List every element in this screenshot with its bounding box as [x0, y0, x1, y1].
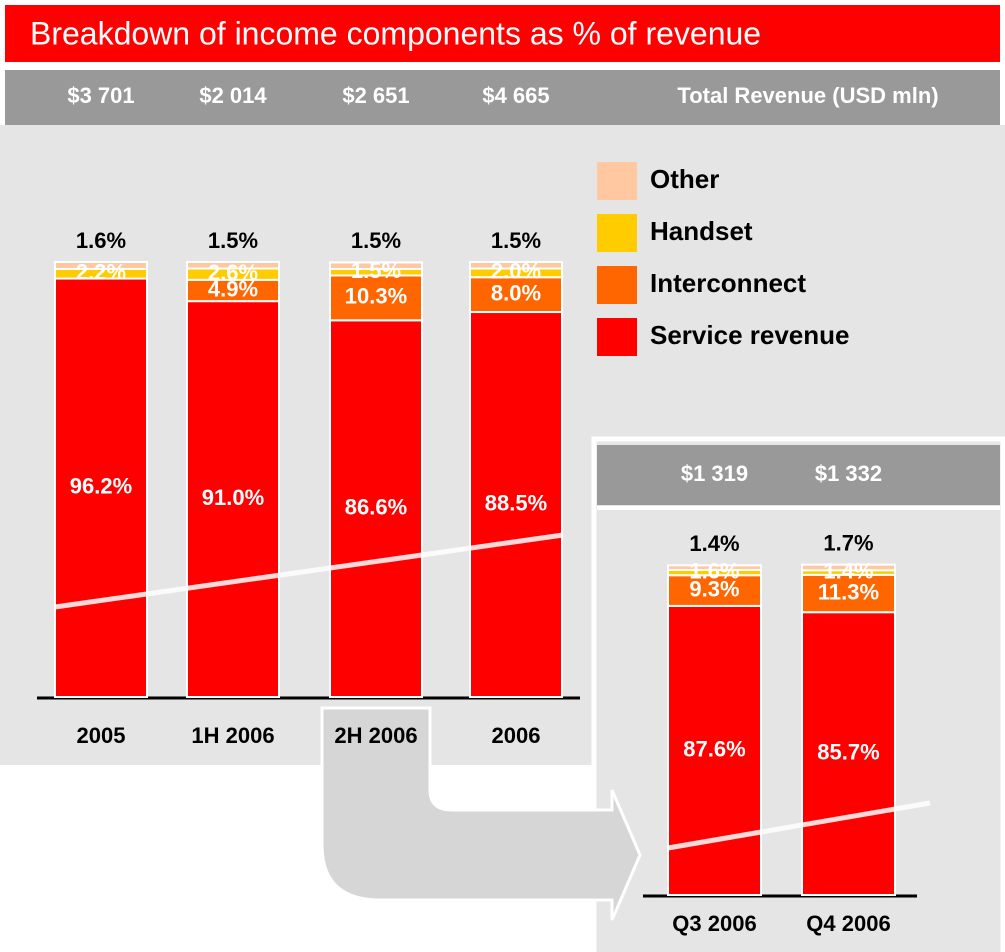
x-tick-label: 1H 2006: [191, 723, 274, 748]
legend-label: Other: [650, 164, 719, 194]
bar-segment: [801, 563, 896, 572]
bar-segment: [469, 276, 563, 314]
x-tick-label: Q4 2006: [806, 911, 890, 936]
value-label: 96.2%: [70, 474, 132, 499]
value-label: 4.9%: [208, 276, 258, 301]
x-tick-label: 2H 2006: [334, 723, 417, 748]
header-bar-2: [597, 445, 1000, 505]
value-label: 87.6%: [683, 736, 745, 761]
x-tick-label: Q3 2006: [672, 911, 756, 936]
bar-segment: [54, 277, 148, 698]
header-bar: [5, 70, 1000, 125]
value-label: 8.0%: [491, 280, 541, 305]
total-label: $1 319: [681, 461, 748, 486]
bar-segment: [667, 564, 762, 571]
legend-label: Handset: [650, 216, 753, 246]
value-label: 1.5%: [208, 228, 258, 253]
bar-segment: [186, 261, 280, 270]
legend-label: Service revenue: [650, 320, 849, 350]
value-label: 1.4%: [689, 531, 739, 556]
trend-line: [54, 532, 564, 610]
total-label: $2 651: [342, 83, 409, 108]
title-bar: [5, 5, 1000, 62]
x-tick-label: 2006: [492, 723, 541, 748]
total-label-title: Total Revenue (USD mln): [677, 83, 938, 108]
legend-swatch: [597, 266, 637, 304]
total-label: $3 701: [67, 83, 134, 108]
value-label: 2.0%: [491, 259, 541, 284]
total-label: $2 014: [199, 83, 267, 108]
value-label: 1.4%: [823, 558, 873, 583]
value-label: 1.6%: [689, 558, 739, 583]
marks: [54, 261, 896, 896]
value-label: 10.3%: [345, 284, 407, 309]
value-label: 1.7%: [823, 530, 873, 555]
bar-segment: [469, 261, 563, 270]
value-label: 1.5%: [351, 258, 401, 283]
legend-swatch: [597, 318, 637, 356]
value-label: 85.7%: [817, 739, 879, 764]
value-label: 11.3%: [818, 579, 879, 604]
total-label: $4 665: [482, 83, 549, 108]
bar-segment: [54, 261, 148, 270]
labels: $3 701 2005 96.2% 2.2% 1.6% $2 014 1H 2006 91.0…: [67, 83, 938, 936]
arrow: [320, 706, 642, 921]
value-label: 2.2%: [76, 260, 126, 285]
value-label: 86.6%: [345, 494, 407, 519]
value-label: 88.5%: [485, 490, 547, 515]
value-label: 1.5%: [491, 228, 541, 253]
value-label: 9.3%: [689, 576, 739, 601]
value-label: 1.5%: [351, 228, 401, 253]
legend-swatch: [597, 162, 637, 200]
legend-label: Interconnect: [650, 268, 806, 298]
trend-line-2: [667, 800, 931, 851]
bar-segment: [469, 311, 563, 698]
value-label: 1.6%: [76, 228, 126, 253]
total-label: $1 332: [815, 461, 882, 486]
panel-2: [591, 436, 1005, 952]
x-tick-label: 2005: [77, 723, 126, 748]
bar-segment: [186, 300, 280, 698]
value-label: 91.0%: [202, 485, 264, 510]
bar-segment: [329, 261, 423, 270]
legend-swatch: [597, 214, 637, 252]
value-label: 2.6%: [208, 260, 258, 285]
title: Breakdown of income components as % of r…: [30, 15, 761, 51]
